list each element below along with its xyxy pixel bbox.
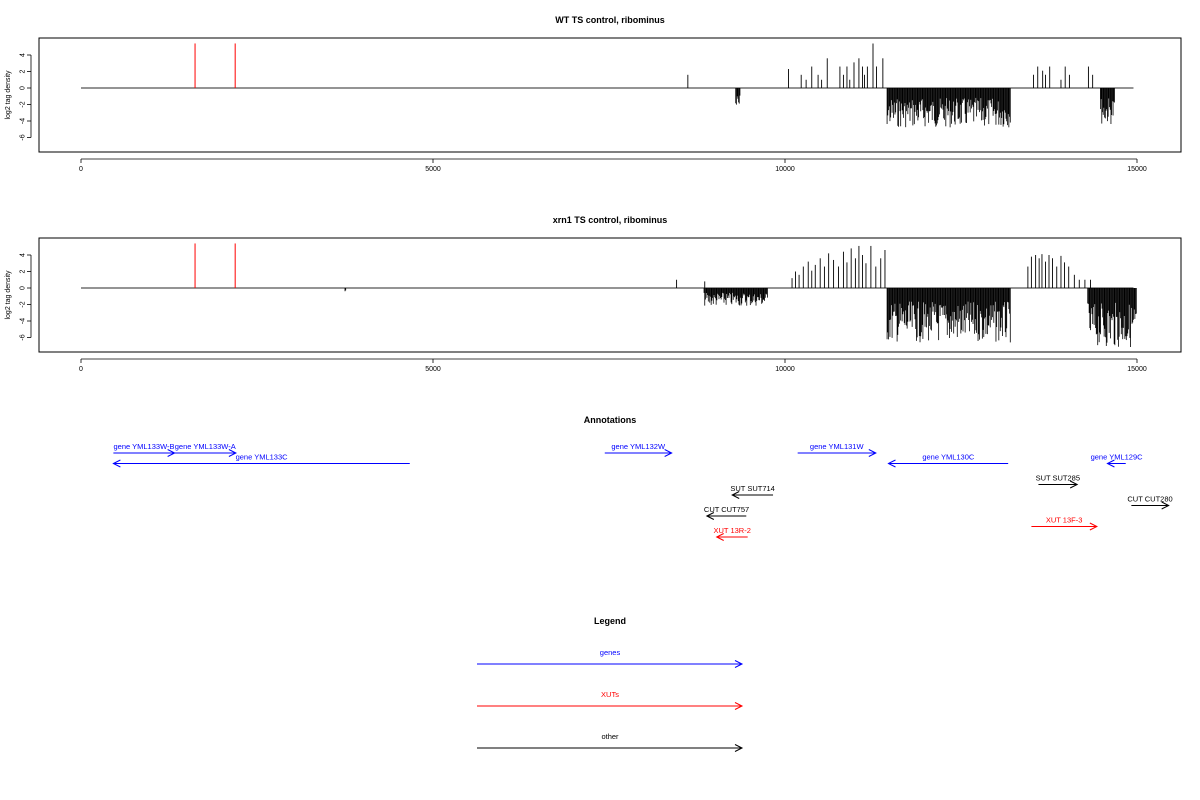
annotation-label: XUT 13F-3 [1046,516,1083,525]
annotation-label: gene YML133C [236,453,289,462]
y-tick-label: 0 [20,286,27,290]
annotation-label: gene YML129C [1091,453,1144,462]
y-tick-label: 0 [20,86,27,90]
plot-frame [38,237,1182,353]
legend-item-label: other [601,732,619,741]
x-tick-label: 5000 [425,166,441,173]
y-tick-label: -6 [20,334,27,340]
arrowhead-icon [705,512,715,520]
arrowhead-icon [734,744,744,752]
annotation-label: gene YML133W-B [114,442,175,451]
annotation-label: SUT SUT714 [730,484,774,493]
x-tick-label: 0 [79,166,83,173]
legend-title: Legend [594,616,626,626]
x-tick-label: 15000 [1127,166,1147,173]
y-tick-label: 4 [20,253,27,257]
annotation-label: gene YML131W [810,442,865,451]
arrowhead-icon [1106,459,1115,468]
x-tick-label: 10000 [775,366,795,373]
arrowhead-icon [228,449,237,457]
chart-title: xrn1 TS control, ribominus [553,215,668,225]
plot-frame [38,37,1182,153]
annotation-label: gene YML132W [611,442,666,451]
arrowhead-icon [1069,480,1079,489]
y-tick-label: 4 [20,53,27,57]
arrowhead-icon [664,449,673,457]
arrowhead-icon [1161,501,1170,510]
y-axis-label: log2 tag density [5,270,12,320]
arrowhead-icon [868,449,877,457]
arrowhead-icon [1089,522,1098,531]
arrowhead-icon [887,459,896,468]
annotation-label: gene YML133W-A [175,442,236,451]
annotation-label: XUT 13R-2 [714,526,751,535]
y-tick-label: 2 [20,69,27,73]
annotations-title: Annotations [584,415,637,425]
chart-title: WT TS control, ribominus [555,15,665,25]
y-tick-label: 2 [20,269,27,273]
annotation-label: CUT CUT280 [1127,495,1172,504]
legend-item-label: genes [600,648,621,657]
annotation-label: CUT CUT757 [704,505,749,514]
x-tick-label: 10000 [775,166,795,173]
x-tick-label: 0 [79,366,83,373]
legend-item-label: XUTs [601,690,619,699]
arrowhead-icon [112,459,121,468]
arrowhead-icon [715,533,724,541]
x-tick-label: 15000 [1127,366,1147,373]
annotation-label: SUT SUT285 [1036,474,1080,483]
y-tick-label: -6 [20,134,27,140]
x-tick-label: 5000 [425,366,441,373]
y-tick-label: -2 [20,301,27,307]
annotation-label: gene YML130C [922,453,975,462]
arrowhead-icon [731,491,740,499]
y-tick-label: -4 [20,118,27,124]
y-tick-label: -4 [20,318,27,324]
arrowhead-icon [734,702,744,710]
arrowhead-icon [734,660,744,668]
y-tick-label: -2 [20,101,27,107]
y-axis-label: log2 tag density [5,70,12,120]
